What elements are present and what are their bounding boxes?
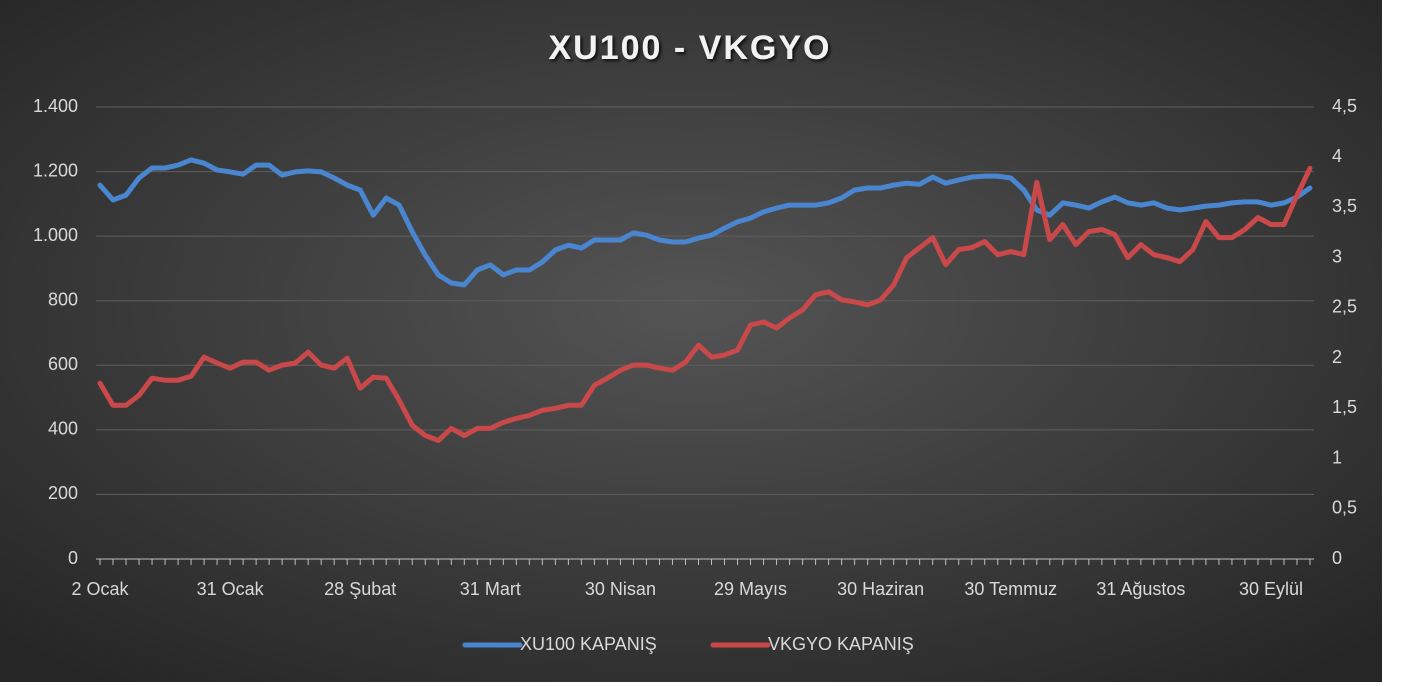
- chart-background: [0, 0, 1382, 682]
- y2-tick-label: 3: [1332, 246, 1342, 266]
- legend-label: XU100 KAPANIŞ: [520, 634, 657, 654]
- y2-tick-label: 1,5: [1332, 397, 1357, 417]
- x-tick-label: 28 Şubat: [324, 579, 396, 599]
- y2-tick-label: 2,5: [1332, 297, 1357, 317]
- y-tick-label: 200: [48, 483, 78, 503]
- y2-tick-label: 2: [1332, 347, 1342, 367]
- y2-tick-label: 0: [1332, 548, 1342, 568]
- y2-tick-label: 3,5: [1332, 196, 1357, 216]
- x-tick-label: 30 Haziran: [837, 579, 924, 599]
- y-tick-label: 1.200: [33, 160, 78, 180]
- y-tick-label: 600: [48, 354, 78, 374]
- y2-tick-label: 0,5: [1332, 498, 1357, 518]
- y-tick-label: 0: [68, 548, 78, 568]
- y-tick-label: 400: [48, 419, 78, 439]
- x-tick-label: 31 Ocak: [197, 579, 265, 599]
- x-tick-label: 31 Mart: [460, 579, 521, 599]
- y-tick-label: 1.000: [33, 225, 78, 245]
- y2-tick-label: 1: [1332, 447, 1342, 467]
- legend-label: VKGYO KAPANIŞ: [768, 634, 914, 654]
- x-tick-label: 2 Ocak: [71, 579, 129, 599]
- x-tick-label: 30 Nisan: [585, 579, 656, 599]
- line-series: [97, 165, 1313, 443]
- y-tick-label: 800: [48, 289, 78, 309]
- x-tick-label: 31 Ağustos: [1096, 579, 1185, 599]
- chart-title: XU100 - VKGYO: [549, 29, 832, 67]
- y2-tick-label: 4,5: [1332, 96, 1357, 116]
- x-tick-label: 30 Temmuz: [964, 579, 1057, 599]
- y2-tick-label: 4: [1332, 146, 1342, 166]
- y-tick-label: 1.400: [33, 96, 78, 116]
- x-tick-label: 29 Mayıs: [714, 579, 787, 599]
- line-series: [97, 157, 1313, 288]
- x-tick-label: 30 Eylül: [1239, 579, 1303, 599]
